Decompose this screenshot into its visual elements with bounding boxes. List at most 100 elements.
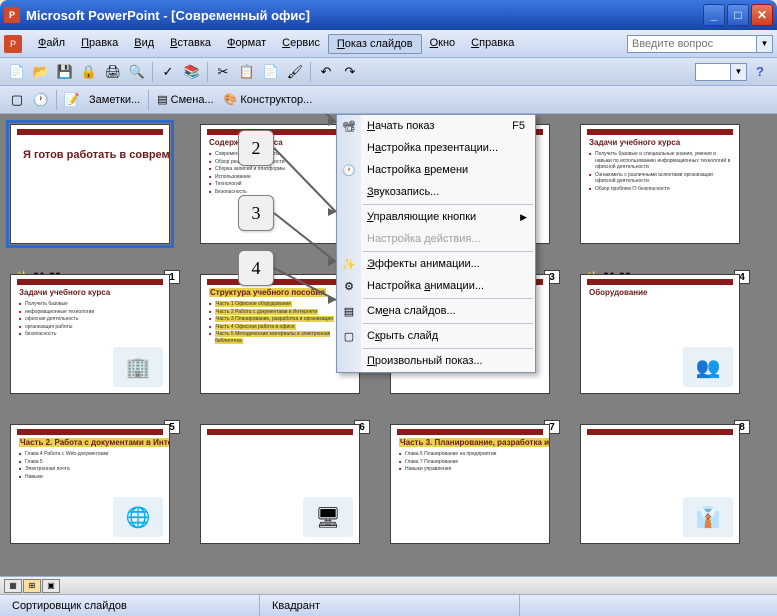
menu-item[interactable]: 📽Начать показF5: [337, 115, 535, 137]
menu-item-label: Звукозапись...: [367, 186, 439, 198]
status-bar: Сортировщик слайдов Квадрант: [0, 594, 777, 616]
menu-item[interactable]: ▢ Скрыть слайд: [337, 325, 535, 347]
slide-cell: Оборудование👥8: [580, 274, 760, 416]
slide-title-text: Часть 3. Планирование, разработка и орга…: [391, 438, 549, 449]
menu-item[interactable]: ⚙Настройка анимации...: [337, 275, 535, 297]
slide-sorter-view[interactable]: Я готов работать в современном офисе✨01:…: [0, 114, 777, 576]
view-buttons: ▦ ⊞ ▣: [0, 576, 777, 594]
slideshow-menu-dropdown: 📽Начать показF5Настройка презентации...🕐…: [336, 114, 536, 373]
slide-thumbnail[interactable]: Часть 2. Работа с документами в Интернет…: [10, 424, 170, 544]
slide-thumbnail[interactable]: Я готов работать в современном офисе: [10, 124, 170, 244]
menu-справка[interactable]: Справка: [463, 34, 522, 54]
menu-item-label: Эффекты анимации...: [367, 258, 480, 270]
menu-формат[interactable]: Формат: [219, 34, 274, 54]
menu-item[interactable]: ✨Эффекты анимации...: [337, 253, 535, 275]
close-button[interactable]: ✕: [751, 4, 773, 26]
undo-button[interactable]: ↶: [315, 61, 337, 83]
slide-cell: Задачи учебного курсаПолучить базовые и …: [580, 124, 760, 266]
transition-button[interactable]: ▤ Смена...: [153, 93, 217, 106]
help-dropdown-arrow[interactable]: ▼: [757, 35, 773, 53]
save-button[interactable]: 💾: [54, 61, 76, 83]
window-controls: _ □ ✕: [703, 4, 773, 26]
permission-button[interactable]: 🔒: [78, 61, 100, 83]
slideshow-view-button[interactable]: ▣: [42, 579, 60, 593]
menu-item-icon: ⚙: [341, 278, 357, 294]
preview-button[interactable]: 🔍: [126, 61, 148, 83]
standard-toolbar: 📄 📂 💾 🔒 🖨 🔍 ✓ 📚 ✂ 📋 📄 🖌 ↶ ↷ ▼ ?: [0, 58, 777, 86]
menu-item[interactable]: 🕐Настройка времени: [337, 159, 535, 181]
menu-вид[interactable]: Вид: [126, 34, 162, 54]
menu-item: Настройка действия...: [337, 228, 535, 250]
menu-сервис[interactable]: Сервис: [274, 34, 328, 54]
hide-slide-button[interactable]: ▢: [6, 89, 28, 111]
slide-body: Получить базовые и специальные знания, у…: [581, 149, 739, 195]
normal-view-button[interactable]: ▦: [4, 579, 22, 593]
menu-separator: [363, 204, 533, 205]
paste-button[interactable]: 📄: [260, 61, 282, 83]
cut-button[interactable]: ✂: [212, 61, 234, 83]
menu-правка[interactable]: Правка: [73, 34, 126, 54]
menu-вставка[interactable]: Вставка: [162, 34, 219, 54]
menu-bar: P ФайлПравкаВидВставкаФорматСервисПоказ …: [0, 30, 777, 58]
help-search: ▼: [627, 35, 773, 53]
rehearse-button[interactable]: 🕐: [30, 89, 52, 111]
menu-item-label: Смена слайдов...: [367, 305, 456, 317]
app-icon: P: [4, 7, 20, 23]
slide-cell: Задачи учебного курсаПолучить базовыеинф…: [10, 274, 190, 416]
slide-thumbnail[interactable]: Задачи учебного курсаПолучить базовые и …: [580, 124, 740, 244]
slide-thumbnail[interactable]: Оборудование 👥: [580, 274, 740, 394]
menu-item-label: Начать показ: [367, 120, 434, 132]
slide-thumbnail[interactable]: 👔: [580, 424, 740, 544]
slide-cell: Часть 3. Планирование, разработка и орга…: [390, 424, 570, 566]
menu-item[interactable]: Настройка презентации...: [337, 137, 535, 159]
slide-clipart: 🏢: [113, 347, 163, 387]
research-button[interactable]: 📚: [181, 61, 203, 83]
menu-item[interactable]: Произвольный показ...: [337, 350, 535, 372]
slide-thumbnail[interactable]: Задачи учебного курсаПолучить базовыеинф…: [10, 274, 170, 394]
separator: [310, 62, 311, 82]
zoom-value[interactable]: [695, 63, 731, 81]
print-button[interactable]: 🖨: [102, 61, 124, 83]
slide-title-text: Оборудование: [581, 288, 739, 299]
menu-показ слайдов[interactable]: Показ слайдов: [328, 34, 422, 54]
menu-файл[interactable]: Файл: [30, 34, 73, 54]
spellcheck-button[interactable]: ✓: [157, 61, 179, 83]
document-icon[interactable]: P: [4, 35, 22, 53]
slide-clipart: 👥: [683, 347, 733, 387]
menu-item-label: Скрыть слайд: [367, 330, 438, 342]
minimize-button[interactable]: _: [703, 4, 725, 26]
slidesorter-toolbar: ▢ 🕐 📝 Заметки... ▤ Смена... 🎨 Конструкто…: [0, 86, 777, 114]
help-button[interactable]: ?: [749, 61, 771, 83]
slide-title-text: Часть 2. Работа с документами в Интернет…: [11, 438, 169, 449]
redo-button[interactable]: ↷: [339, 61, 361, 83]
notes-button[interactable]: Заметки...: [85, 94, 144, 106]
slide-thumbnail[interactable]: 🖥: [200, 424, 360, 544]
new-button[interactable]: 📄: [6, 61, 28, 83]
menu-item-label: Управляющие кнопки: [367, 211, 476, 223]
copy-button[interactable]: 📋: [236, 61, 258, 83]
slide-clipart: 🌐: [113, 497, 163, 537]
sorter-view-button[interactable]: ⊞: [23, 579, 41, 593]
separator: [148, 90, 149, 110]
menu-item-label: Настройка действия...: [367, 233, 481, 245]
format-painter-button[interactable]: 🖌: [284, 61, 306, 83]
menu-item-icon: ▤: [341, 303, 357, 319]
annotation-callout: 3: [238, 195, 274, 231]
menu-item[interactable]: Звукозапись...: [337, 181, 535, 203]
maximize-button[interactable]: □: [727, 4, 749, 26]
designer-button[interactable]: 🎨 Конструктор...: [220, 93, 317, 106]
menu-item[interactable]: Управляющие кнопки▶: [337, 206, 535, 228]
menu-item[interactable]: ▤ Смена слайдов...: [337, 300, 535, 322]
slide-thumbnail[interactable]: Часть 3. Планирование, разработка и орга…: [390, 424, 550, 544]
zoom-dropdown-arrow[interactable]: ▼: [731, 63, 747, 81]
menu-окно[interactable]: Окно: [422, 34, 464, 54]
help-input[interactable]: [627, 35, 757, 53]
menu-separator: [363, 323, 533, 324]
summary-button[interactable]: 📝: [61, 89, 83, 111]
menu-item-icon: ▢: [341, 328, 357, 344]
annotation-callout: 2: [238, 130, 274, 166]
zoom-control[interactable]: ▼: [695, 63, 747, 81]
slide-cell: Часть 2. Работа с документами в Интернет…: [10, 424, 190, 566]
slide-cell: 🖥: [200, 424, 380, 566]
open-button[interactable]: 📂: [30, 61, 52, 83]
